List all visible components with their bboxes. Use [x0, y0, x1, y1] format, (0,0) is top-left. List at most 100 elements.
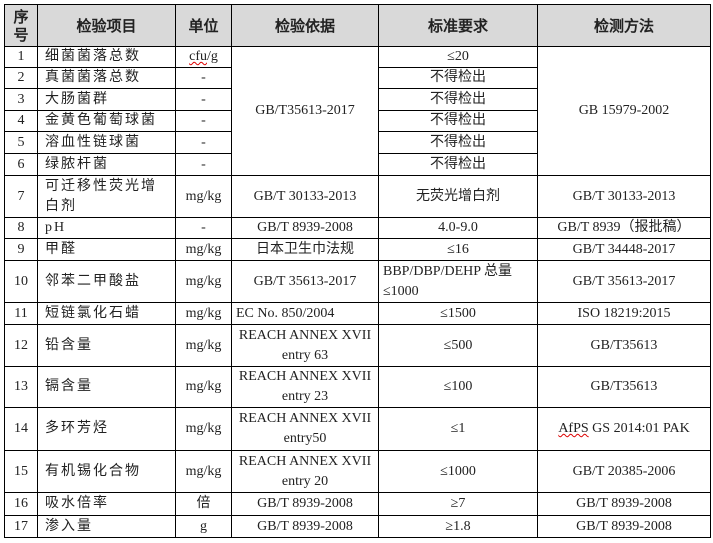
test-method: GB/T 8939（报批稿） [537, 217, 711, 239]
standard-requirement: ≤500 [378, 324, 538, 367]
test-method: AfPS GS 2014:01 PAK [537, 407, 711, 451]
unit: - [175, 153, 232, 176]
unit: - [175, 217, 232, 239]
test-basis: REACH ANNEX XVII entry 23 [231, 366, 379, 408]
test-item: 渗入量 [37, 515, 176, 538]
standard-requirement: ≥7 [378, 492, 538, 516]
standard-requirement: 不得检出 [378, 88, 538, 111]
standard-requirement: ≤1000 [378, 450, 538, 493]
test-basis: GB/T35613-2017 [231, 46, 379, 176]
test-method: ISO 18219:2015 [537, 302, 711, 325]
standard-requirement: BBP/DBP/DEHP 总量≤1000 [378, 260, 538, 303]
test-method: GB 15979-2002 [537, 46, 711, 176]
unit: - [175, 110, 232, 132]
table-row: 13 镉含量 mg/kg REACH ANNEX XVII entry 23 ≤100 G… [4, 366, 711, 408]
row-number: 7 [4, 175, 38, 218]
test-basis: GB/T 35613-2017 [231, 260, 379, 303]
row-number: 9 [4, 238, 38, 261]
test-basis: REACH ANNEX XVII entry 20 [231, 450, 379, 493]
unit: - [175, 67, 232, 89]
unit: mg/kg [175, 366, 232, 408]
standard-requirement: ≤1500 [378, 302, 538, 325]
table-row: 15 有机锡化合物 mg/kg REACH ANNEX XVII entry 20 ≤1… [4, 450, 711, 493]
unit: 倍 [175, 492, 232, 516]
standard-requirement: ≤20 [378, 46, 538, 68]
table-row: 14 多环芳烃 mg/kg REACH ANNEX XVII entry50 ≤1 AfP… [4, 407, 711, 451]
row-number: 14 [4, 407, 38, 451]
standard-requirement: 不得检出 [378, 67, 538, 89]
row-number: 13 [4, 366, 38, 408]
table-row: 10 邻苯二甲酸盐 mg/kg GB/T 35613-2017 BBP/DBP/DEHP… [4, 260, 711, 303]
table-row: 9 甲醛 mg/kg 日本卫生巾法规 ≤16 GB/T 34448-2017 [4, 238, 711, 261]
test-item: 金黄色葡萄球菌 [37, 110, 176, 132]
unit: - [175, 88, 232, 111]
test-item: 大肠菌群 [37, 88, 176, 111]
test-method: GB/T 20385-2006 [537, 450, 711, 493]
standard-requirement: 不得检出 [378, 110, 538, 132]
test-item: 细菌菌落总数 [37, 46, 176, 68]
standard-requirement: ≤100 [378, 366, 538, 408]
test-items-table: 序号 检验项目 单位 检验依据 标准要求 检测方法 1 细菌菌落总数 cfu/g GB… [4, 4, 711, 538]
test-basis: GB/T 8939-2008 [231, 515, 379, 538]
unit: mg/kg [175, 324, 232, 367]
table-row: 12 铅含量 mg/kg REACH ANNEX XVII entry 63 ≤500 G… [4, 324, 711, 367]
unit: cfu/g [175, 46, 232, 68]
row-number: 11 [4, 302, 38, 325]
unit: mg/kg [175, 450, 232, 493]
test-method: GB/T 8939-2008 [537, 515, 711, 538]
table-row: 3 大肠菌群 - 不得检出 [4, 88, 711, 111]
standard-requirement: ≤1 [378, 407, 538, 451]
row-number: 2 [4, 67, 38, 89]
test-basis: GB/T 8939-2008 [231, 217, 379, 239]
row-number: 4 [4, 110, 38, 132]
row-number: 15 [4, 450, 38, 493]
row-number: 1 [4, 46, 38, 68]
test-basis: REACH ANNEX XVII entry 63 [231, 324, 379, 367]
row-number: 17 [4, 515, 38, 538]
table-row: 7 可迁移性荧光增白剂 mg/kg GB/T 30133-2013 无荧光增白剂 GB/T… [4, 175, 711, 218]
table-row: 11 短链氯化石蜡 mg/kg EC No. 850/2004 ≤1500 ISO 182… [4, 302, 711, 325]
standard-requirement: 无荧光增白剂 [378, 175, 538, 218]
header-no: 序号 [4, 4, 38, 47]
test-item: 多环芳烃 [37, 407, 176, 451]
standard-requirement: 4.0-9.0 [378, 217, 538, 239]
test-method: GB/T 8939-2008 [537, 492, 711, 516]
test-method: GB/T 34448-2017 [537, 238, 711, 261]
standard-requirement: ≤16 [378, 238, 538, 261]
test-method: GB/T 35613-2017 [537, 260, 711, 303]
header-method: 检测方法 [537, 4, 711, 47]
header-unit: 单位 [175, 4, 232, 47]
standard-requirement: 不得检出 [378, 153, 538, 176]
test-item: 可迁移性荧光增白剂 [37, 175, 176, 218]
header-requirement: 标准要求 [378, 4, 538, 47]
row-number: 12 [4, 324, 38, 367]
test-method: GB/T 30133-2013 [537, 175, 711, 218]
test-item: 绿脓杆菌 [37, 153, 176, 176]
method-text: AfPS [558, 421, 589, 436]
test-item: 吸水倍率 [37, 492, 176, 516]
header-row: 序号 检验项目 单位 检验依据 标准要求 检测方法 [4, 4, 711, 47]
test-method: GB/T35613 [537, 324, 711, 367]
test-basis: GB/T 8939-2008 [231, 492, 379, 516]
test-item: 溶血性链球菌 [37, 131, 176, 154]
test-item: 铅含量 [37, 324, 176, 367]
test-basis: 日本卫生巾法规 [231, 238, 379, 261]
unit: g [175, 515, 232, 538]
row-number: 3 [4, 88, 38, 111]
unit: mg/kg [175, 260, 232, 303]
test-item: 邻苯二甲酸盐 [37, 260, 176, 303]
row-number: 10 [4, 260, 38, 303]
test-item: 有机锡化合物 [37, 450, 176, 493]
unit: mg/kg [175, 302, 232, 325]
test-basis: GB/T 30133-2013 [231, 175, 379, 218]
test-item: 甲醛 [37, 238, 176, 261]
test-method: GB/T35613 [537, 366, 711, 408]
table-row: 16 吸水倍率倍 GB/T 8939-2008 ≥7 GB/T 8939-2008 [4, 492, 711, 516]
unit: mg/kg [175, 175, 232, 218]
table-row: 2 真菌菌落总数 - 不得检出 [4, 67, 711, 89]
table-row: 8 pH - GB/T 8939-2008 4.0-9.0 GB/T 8939（报批稿） [4, 217, 711, 239]
test-basis: REACH ANNEX XVII entry50 [231, 407, 379, 451]
header-basis: 检验依据 [231, 4, 379, 47]
header-item: 检验项目 [37, 4, 176, 47]
unit-text: cfu [189, 49, 207, 64]
